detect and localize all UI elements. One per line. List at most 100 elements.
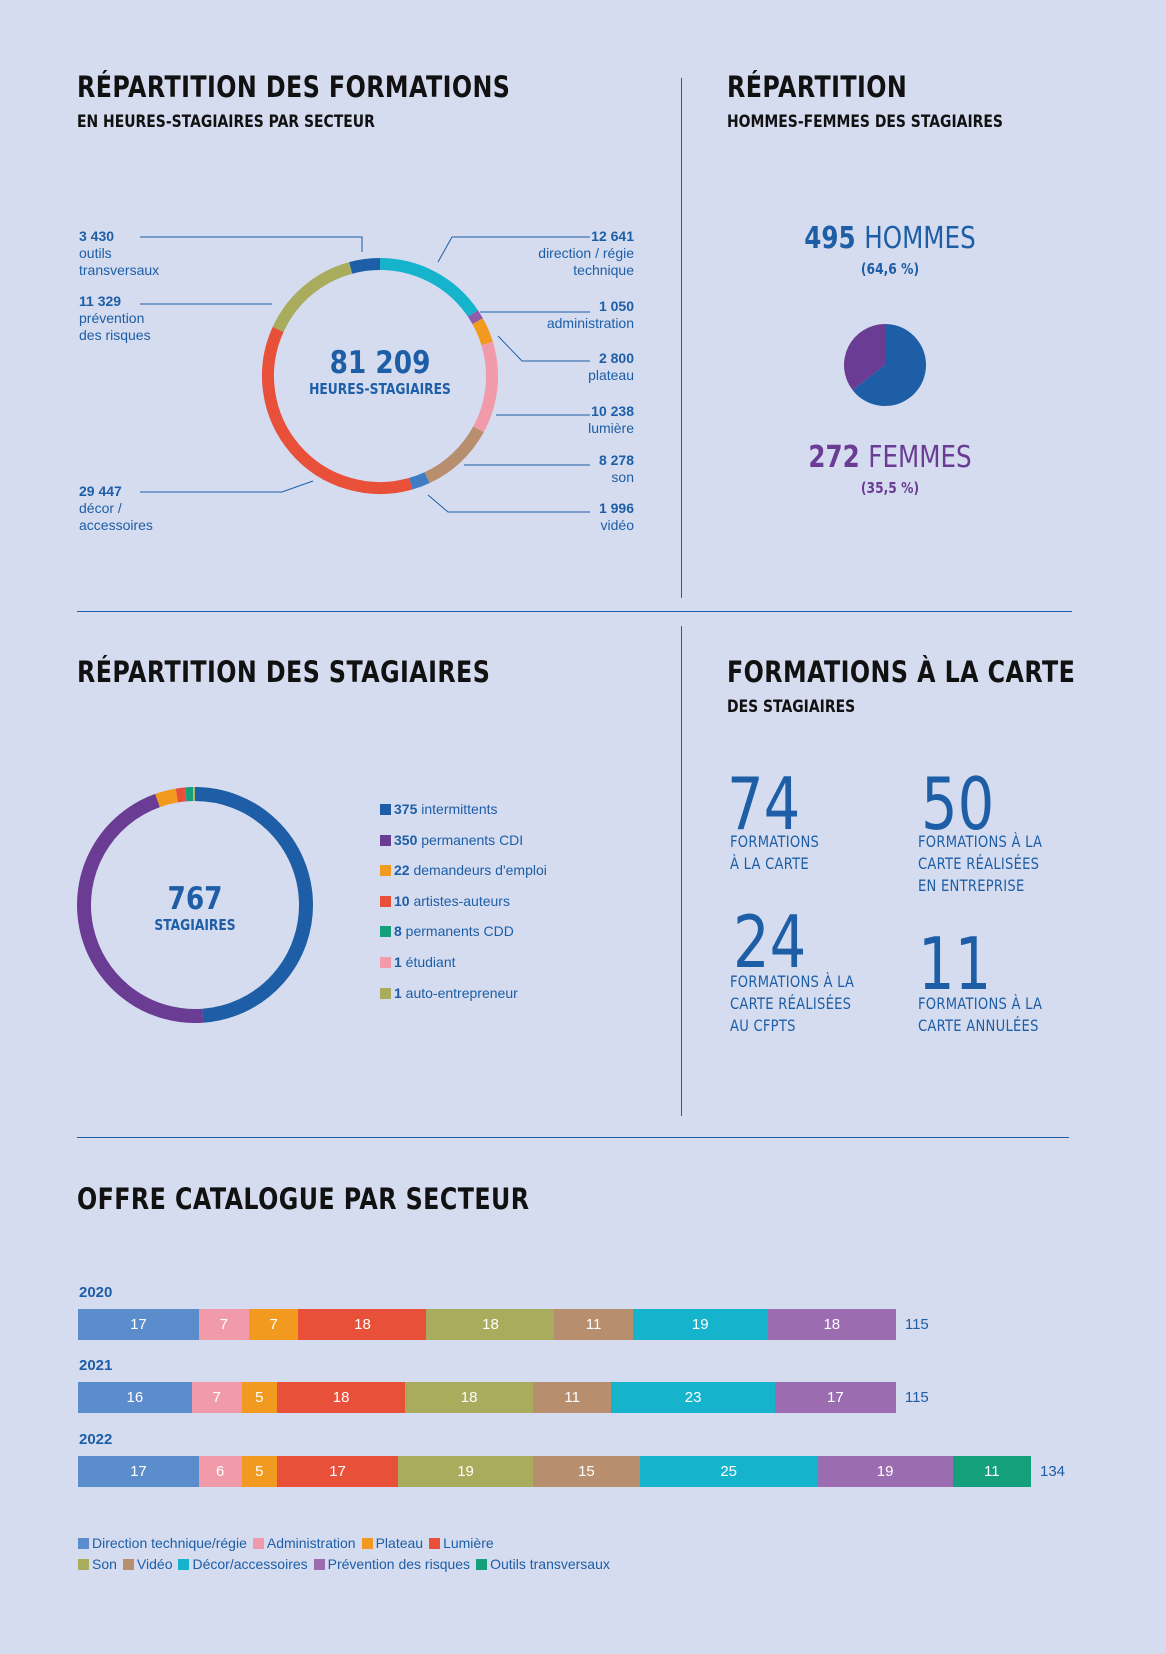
bar-segment: 19 <box>632 1309 768 1340</box>
gender-title: RÉPARTITION <box>727 70 908 104</box>
bar-row-2021: 16 7 5 18 18 11 23 17 <box>78 1382 896 1413</box>
carte-stat-1-number: 74 <box>727 762 801 846</box>
label-administration-text: administration <box>546 315 634 331</box>
catalogue-legend-line: Son Vidéo Décor/accessoires Prévention des … <box>78 1556 616 1572</box>
divider-bottom <box>77 1137 1069 1138</box>
bar-segment: 18 <box>298 1309 427 1340</box>
legend-swatch <box>122 1559 134 1570</box>
label-plateau-value: 2 800 <box>598 350 634 366</box>
legend-value: 1 <box>394 954 402 970</box>
bar-segment: 19 <box>397 1456 534 1487</box>
carte-title: FORMATIONS À LA CARTE <box>727 655 1076 689</box>
hommes-label: HOMMES <box>864 221 976 256</box>
stagiaires-center-value: 767 <box>167 881 223 917</box>
carte-subtitle: DES STAGIAIRES <box>727 697 856 717</box>
legend-value: 10 <box>394 892 410 909</box>
bar-segment: 15 <box>533 1456 640 1487</box>
bar-segment: 18 <box>767 1309 896 1340</box>
label-lumiere: 10 238 lumière <box>480 403 634 437</box>
label-lumiere-text: lumière <box>588 420 634 436</box>
bar-segment: 17 <box>78 1456 199 1487</box>
catalogue-legend-item: Son <box>78 1556 117 1572</box>
femmes-block: 272 FEMMES (35,5 %) <box>760 441 1020 501</box>
stagiaires-legend-item: 10 artistes-auteurs <box>380 893 510 909</box>
legend-swatch <box>78 1538 89 1549</box>
bar-row-2022: 17 6 5 17 19 15 25 19 11 <box>78 1456 1031 1487</box>
bar-segment: 17 <box>774 1382 896 1413</box>
label-administration-value: 1 050 <box>598 298 634 314</box>
bar-segment: 17 <box>78 1309 199 1340</box>
legend-swatch <box>78 1559 89 1570</box>
legend-swatch <box>380 895 391 907</box>
leader-decor <box>140 480 314 493</box>
bar-segment: 18 <box>405 1382 534 1413</box>
stagiaires-center: 767 STAGIAIRES <box>125 882 265 934</box>
legend-swatch <box>178 1559 190 1570</box>
legend-label: étudiant <box>401 954 456 970</box>
legend-label: Plateau <box>375 1535 424 1551</box>
stagiaires-donut <box>77 786 313 1023</box>
label-son: 8 278 son <box>480 452 634 486</box>
hommes-block: 495 HOMMES (64,6 %) <box>760 222 1020 282</box>
catalogue-legend-item: Prévention des risques <box>313 1556 470 1572</box>
catalogue-legend-item: Direction technique/régie <box>78 1535 247 1551</box>
formations-leader-lines <box>140 236 590 513</box>
bar-segment: 7 <box>191 1382 242 1413</box>
gender-pie <box>844 324 926 406</box>
bar-year-label: 2021 <box>79 1357 113 1374</box>
label-direction-value: 12 641 <box>591 228 634 244</box>
formations-center-value: 81 209 <box>329 345 431 381</box>
legend-swatch <box>429 1538 441 1549</box>
label-plateau: 2 800 plateau <box>480 350 634 384</box>
bar-segment: 5 <box>241 1456 278 1487</box>
stagiaires-slice-3 <box>175 787 187 803</box>
formations-slice-8 <box>272 262 353 333</box>
catalogue-legend-item: Plateau <box>361 1535 424 1551</box>
stagiaires-chart <box>77 786 313 1023</box>
bar-segment: 18 <box>277 1382 406 1413</box>
legend-label: Son <box>92 1556 117 1572</box>
legend-label: permanents CDI <box>417 831 524 848</box>
catalogue-legend-item: Outils transversaux <box>476 1556 610 1572</box>
hommes-pct: (64,6 %) <box>860 260 920 278</box>
pie-slice-hommes <box>852 324 926 406</box>
label-direction: 12 641 direction / régie technique <box>480 228 634 279</box>
femmes-pct: (35,5 %) <box>860 479 920 497</box>
legend-swatch <box>380 804 391 815</box>
stagiaires-legend-item: 8 permanents CDD <box>380 923 514 939</box>
legend-value: 8 <box>394 923 402 940</box>
bar-segment: 17 <box>277 1456 398 1487</box>
formations-subtitle: EN HEURES-STAGIAIRES PAR SECTEUR <box>77 112 375 132</box>
catalogue-legend-line: Direction technique/régie Administration P… <box>78 1535 500 1551</box>
legend-label: Vidéo <box>136 1556 173 1572</box>
bar-segment: 5 <box>241 1382 278 1413</box>
femmes-headline: 272 FEMMES <box>783 441 996 475</box>
carte-stat-2-text: FORMATIONS À LA CARTE RÉALISÉES EN ENTRE… <box>918 832 1043 895</box>
legend-swatch <box>380 987 391 999</box>
legend-swatch <box>361 1538 373 1549</box>
label-lumiere-value: 10 238 <box>591 403 634 419</box>
hommes-headline: 495 HOMMES <box>783 222 996 256</box>
legend-value: 350 <box>394 831 418 848</box>
label-decor-value: 29 447 <box>79 483 122 499</box>
label-plateau-text: plateau <box>588 367 634 383</box>
formations-slice-1 <box>379 258 478 317</box>
catalogue-legend-item: Administration <box>252 1535 356 1551</box>
catalogue-legend-item: Lumière <box>429 1535 494 1551</box>
femmes-label: FEMMES <box>868 440 972 475</box>
label-decor-text: décor / accessoires <box>79 500 153 533</box>
formations-slice-7 <box>262 326 413 494</box>
formations-slice-3 <box>472 318 493 346</box>
label-video-text: vidéo <box>600 517 634 533</box>
stagiaires-slice-2 <box>155 788 179 808</box>
carte-stat-4-number: 11 <box>918 922 992 1006</box>
legend-label: Administration <box>266 1535 356 1551</box>
bar-segment: 7 <box>198 1309 249 1340</box>
stagiaires-slice-0 <box>194 787 313 1023</box>
legend-label: Direction technique/régie <box>92 1535 247 1551</box>
stagiaires-center-label: STAGIAIRES <box>154 916 236 934</box>
label-son-value: 8 278 <box>598 452 634 468</box>
formations-slice-4 <box>473 341 498 433</box>
bar-segment: 11 <box>533 1382 612 1413</box>
legend-label: Décor/accessoires <box>192 1556 308 1572</box>
